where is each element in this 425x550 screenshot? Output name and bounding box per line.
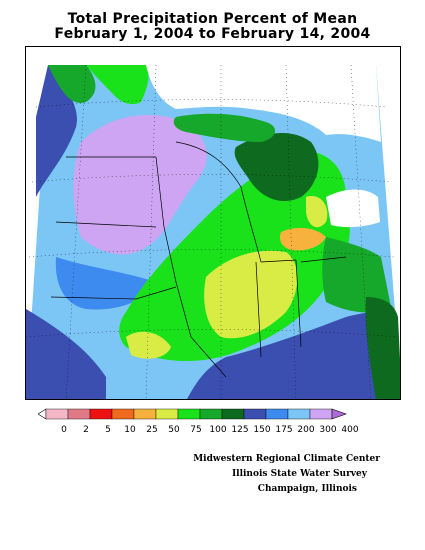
- zone-green-north: [86, 65, 149, 105]
- legend-label-200: 200: [297, 425, 315, 435]
- legend-label-100: 100: [209, 425, 227, 435]
- legend-swatch-175: [243, 408, 267, 420]
- legend-swatch-100: [177, 408, 201, 420]
- zone-yellow-green-south: [126, 331, 171, 359]
- zone-dark-blue-west-edge: [36, 65, 77, 197]
- legend-colorbar: [38, 408, 347, 420]
- legend-swatch-25: [111, 408, 135, 420]
- zone-yellow-green-central: [204, 250, 298, 339]
- credit-location: Champaign, Illinois: [257, 484, 357, 494]
- zone-dark-blue-southeast: [187, 312, 400, 399]
- legend-swatch-75: [155, 408, 179, 420]
- legend-label-2: 2: [83, 425, 89, 435]
- legend-label-25: 25: [146, 425, 158, 435]
- zone-dark-green-michigan: [234, 132, 319, 202]
- legend-label-0: 0: [61, 425, 67, 435]
- zone-green-west: [48, 65, 96, 103]
- map-date-range: February 1, 2004 to February 14, 2004: [54, 26, 371, 42]
- legend-label-300: 300: [319, 425, 337, 435]
- legend-label-400: 400: [341, 425, 359, 435]
- map-title: Total Precipitation Percent of Mean: [67, 11, 358, 27]
- zone-green-central: [119, 151, 350, 362]
- legend-label-5: 5: [105, 425, 111, 435]
- legend-label-10: 10: [124, 425, 136, 435]
- legend-label-125: 125: [231, 425, 249, 435]
- legend-swatch-50: [133, 408, 157, 420]
- legend-swatch-5: [67, 408, 91, 420]
- zone-dark-green-southeast: [365, 297, 400, 399]
- lake-erie-unmapped: [326, 189, 380, 228]
- zone-dark-blue-southwest: [26, 309, 106, 399]
- credit-organization: Midwestern Regional Climate Center: [193, 454, 380, 464]
- state-boundaries: [50, 141, 347, 378]
- legend-label-175: 175: [275, 425, 293, 435]
- legend-swatch-400: [309, 408, 333, 420]
- zone-orange-ohio: [279, 227, 326, 251]
- legend-label-50: 50: [168, 425, 180, 435]
- zone-yellow-green-east: [306, 196, 328, 228]
- zone-green-michigan-north: [173, 113, 276, 142]
- legend-above-arrow: [331, 408, 347, 420]
- canada-unmapped: [146, 65, 381, 142]
- color-legend: 0 2 5 10 25 50 75 100 125 150 175 200 300 400: [38, 407, 390, 437]
- legend-swatch-10: [89, 408, 113, 420]
- credit-survey: Illinois State Water Survey: [231, 469, 367, 479]
- zone-purple-northwest: [73, 114, 207, 255]
- legend-swatch-2: [45, 408, 69, 420]
- graticule: [26, 64, 399, 399]
- legend-swatch-200: [265, 408, 289, 420]
- legend-swatch-300: [287, 408, 311, 420]
- legend-label-75: 75: [190, 425, 202, 435]
- precipitation-map: [25, 46, 401, 400]
- legend-below-arrow: [38, 408, 47, 420]
- legend-swatch-150: [221, 408, 245, 420]
- zone-blue-west: [55, 257, 156, 310]
- legend-label-150: 150: [253, 425, 271, 435]
- legend-swatch-125: [199, 408, 223, 420]
- zone-green-east: [322, 237, 391, 313]
